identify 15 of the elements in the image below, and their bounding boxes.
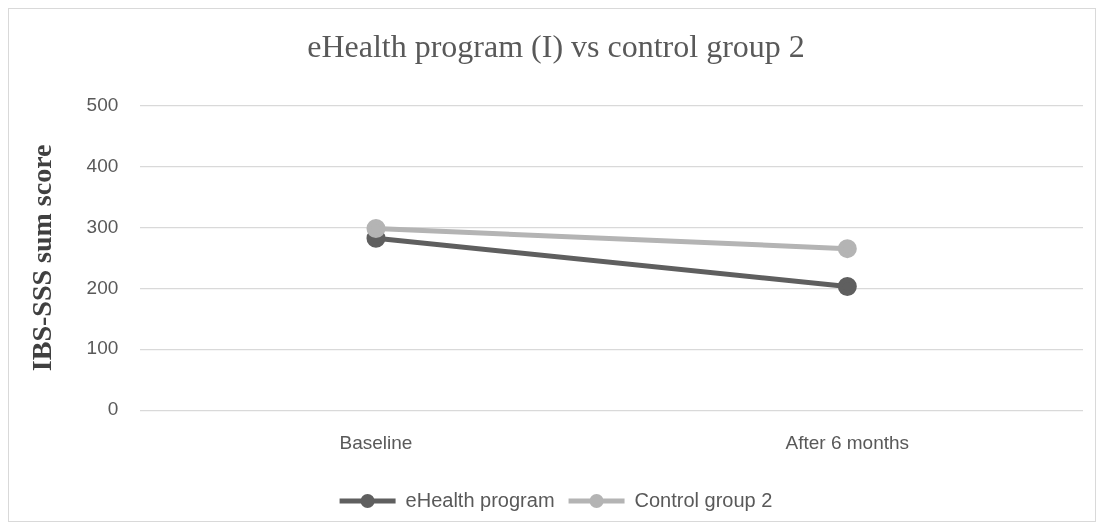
point	[837, 276, 857, 296]
y-tick-label: 500	[86, 93, 119, 115]
y-tick-label: 0	[107, 398, 119, 420]
point	[366, 219, 386, 239]
legend-label: Control group 2	[634, 488, 773, 511]
chart-title: eHealth program (I) vs control group 2	[307, 27, 805, 64]
point	[837, 239, 857, 259]
y-axis-title: IBS-SSS sum score	[26, 144, 58, 372]
y-tick-label: 200	[86, 276, 119, 298]
y-tick-label: 100	[86, 337, 119, 359]
y-tick-label: 400	[86, 154, 119, 176]
x-tick-label: Baseline	[339, 431, 413, 453]
legend-label: eHealth program	[405, 488, 555, 511]
y-tick-label: 300	[86, 215, 119, 237]
x-tick-label: After 6 months	[785, 431, 910, 453]
